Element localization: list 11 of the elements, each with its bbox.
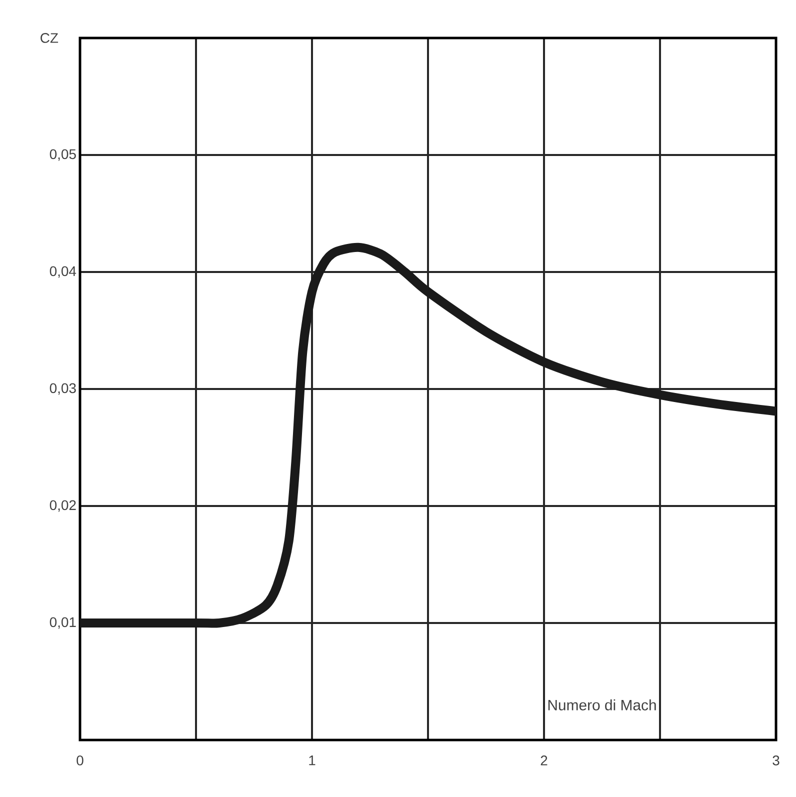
y-tick-label: 0,05 — [50, 149, 76, 161]
y-tick-label: 0,04 — [50, 266, 76, 278]
y-tick-label: 0,02 — [50, 500, 76, 512]
y-axis-title: CZ — [40, 33, 58, 43]
x-axis-title: Numero di Mach — [548, 699, 656, 710]
y-tick-label: 0,01 — [50, 617, 76, 629]
x-tick-label: 1 — [309, 756, 316, 766]
x-tick-label: 2 — [540, 756, 548, 766]
x-tick-label: 0 — [76, 756, 84, 766]
y-tick-label: 0,03 — [50, 383, 76, 395]
x-tick-label: 3 — [772, 756, 780, 766]
